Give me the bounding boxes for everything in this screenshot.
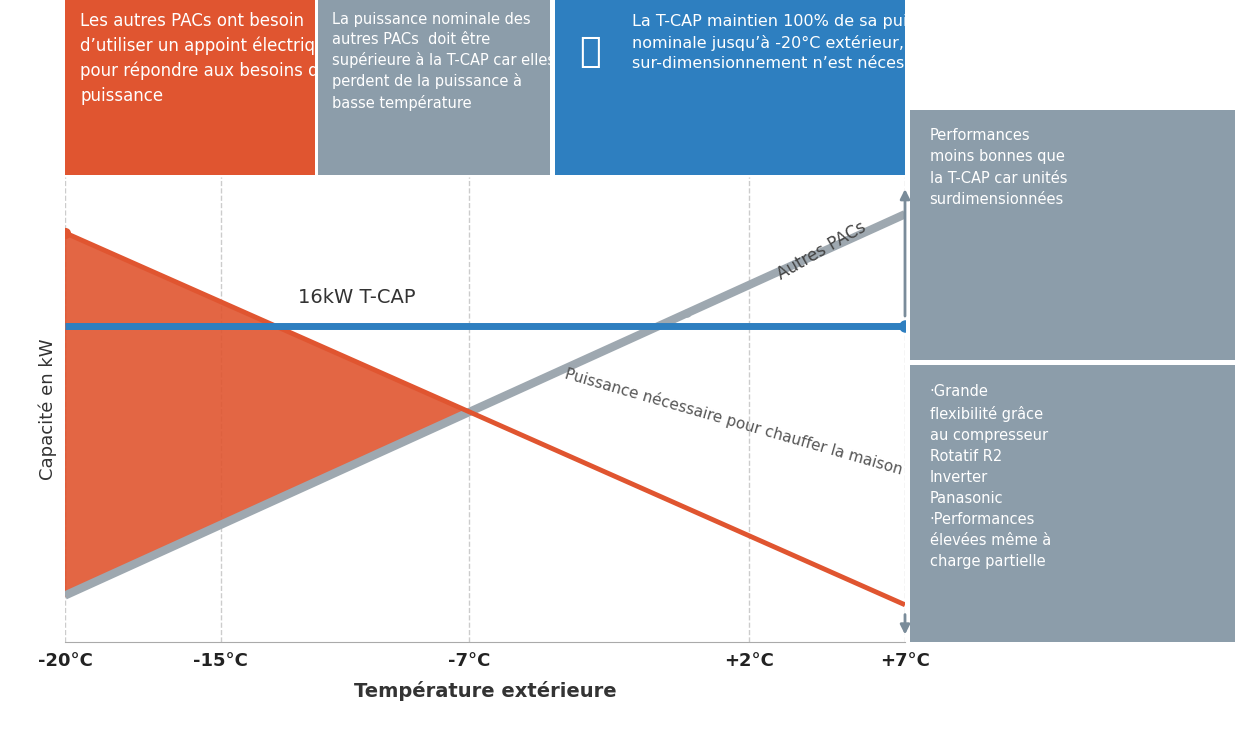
Text: ·Grande
flexibilité grâce
au compresseur
Rotatif R2
Inverter
Panasonic
·Performa: ·Grande flexibilité grâce au compresseur…: [930, 385, 1050, 569]
Text: 🐷: 🐷: [579, 35, 601, 69]
Text: Performances
moins bonnes que
la T-CAP car unités
surdimensionnées: Performances moins bonnes que la T-CAP c…: [930, 128, 1066, 207]
Y-axis label: Capacité en kW: Capacité en kW: [38, 339, 57, 480]
Text: Puissance nécessaire pour chauffer la maison: Puissance nécessaire pour chauffer la ma…: [563, 365, 904, 478]
X-axis label: Température extérieure: Température extérieure: [353, 681, 616, 700]
Text: Les autres PACs ont besoin
d’utiliser un appoint électrique
pour répondre aux be: Les autres PACs ont besoin d’utiliser un…: [81, 12, 336, 104]
Text: La T-CAP maintien 100% de sa puissance
nominale jusqu’à -20°C extérieur, aucun
s: La T-CAP maintien 100% de sa puissance n…: [632, 14, 962, 71]
Text: La puissance nominale des
autres PACs  doit être
supérieure à la T-CAP car elles: La puissance nominale des autres PACs do…: [332, 12, 556, 111]
Text: 16kW T-CAP: 16kW T-CAP: [299, 287, 415, 307]
Text: Autres PACs: Autres PACs: [774, 218, 869, 284]
